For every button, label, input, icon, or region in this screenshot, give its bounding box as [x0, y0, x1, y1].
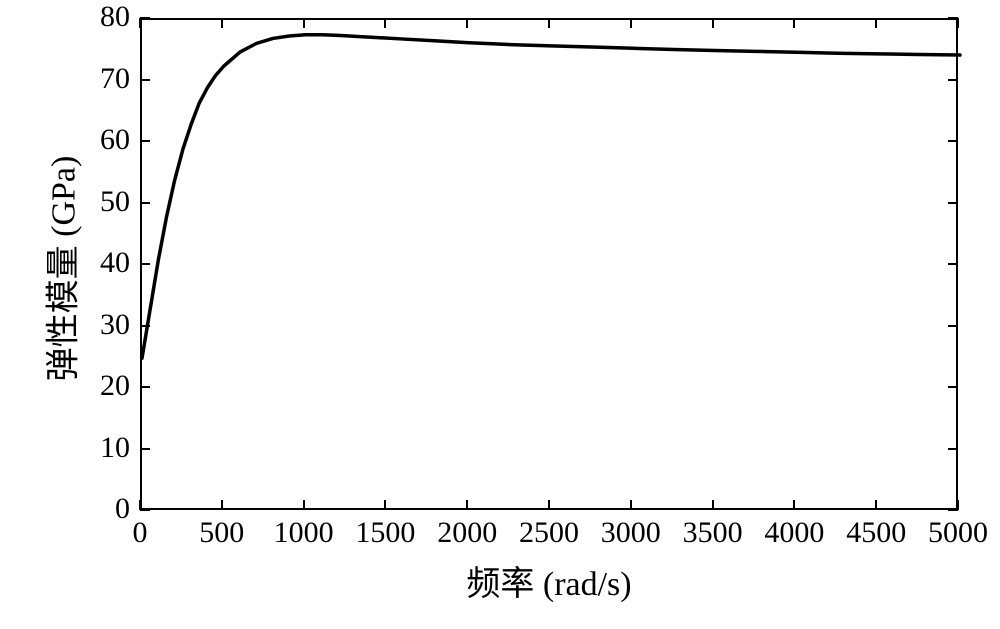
y-tick-label: 10	[72, 431, 130, 465]
y-tick	[140, 448, 150, 450]
x-tick-label: 2500	[504, 516, 594, 550]
y-tick	[140, 325, 150, 327]
y-tick-right	[948, 386, 958, 388]
x-tick	[793, 500, 795, 510]
x-tick-label: 5000	[913, 516, 1000, 550]
y-tick	[140, 386, 150, 388]
x-tick-top	[712, 18, 714, 28]
y-tick-label: 50	[72, 185, 130, 219]
x-tick	[548, 500, 550, 510]
y-tick-right	[948, 17, 958, 19]
y-tick	[140, 509, 150, 511]
x-tick-label: 3000	[586, 516, 676, 550]
plot-area	[140, 18, 958, 510]
x-tick-top	[139, 18, 141, 28]
y-tick-label: 70	[72, 62, 130, 96]
y-tick-label: 20	[72, 369, 130, 403]
x-tick	[384, 500, 386, 510]
x-tick-top	[548, 18, 550, 28]
x-axis-label: 频率 (rad/s)	[429, 556, 669, 605]
y-tick	[140, 202, 150, 204]
y-tick-right	[948, 202, 958, 204]
y-tick-right	[948, 263, 958, 265]
x-tick	[712, 500, 714, 510]
chart-container: 弹性模量 (GPa) 频率 (rad/s) 050010001500200025…	[0, 0, 1000, 629]
y-tick-label: 40	[72, 246, 130, 280]
x-tick-top	[466, 18, 468, 28]
x-tick-top	[793, 18, 795, 28]
x-tick-top	[957, 18, 959, 28]
x-tick-label: 3500	[668, 516, 758, 550]
x-tick-label: 500	[177, 516, 267, 550]
x-tick-label: 1500	[340, 516, 430, 550]
x-tick-label: 4500	[831, 516, 921, 550]
y-tick-right	[948, 79, 958, 81]
x-tick	[466, 500, 468, 510]
x-tick-label: 4000	[749, 516, 839, 550]
y-tick-label: 60	[72, 123, 130, 157]
y-tick-right	[948, 509, 958, 511]
x-tick-top	[384, 18, 386, 28]
x-tick-top	[303, 18, 305, 28]
y-tick-label: 80	[72, 0, 130, 34]
x-tick	[303, 500, 305, 510]
y-tick-label: 0	[72, 492, 130, 526]
x-tick-label: 1000	[259, 516, 349, 550]
y-tick	[140, 79, 150, 81]
line-series	[142, 20, 960, 512]
x-tick	[875, 500, 877, 510]
x-tick	[630, 500, 632, 510]
x-tick	[221, 500, 223, 510]
y-tick-right	[948, 448, 958, 450]
x-tick-label: 2000	[422, 516, 512, 550]
y-tick	[140, 17, 150, 19]
y-tick	[140, 140, 150, 142]
y-tick-right	[948, 325, 958, 327]
y-tick-label: 30	[72, 308, 130, 342]
x-tick-top	[630, 18, 632, 28]
y-tick-right	[948, 140, 958, 142]
x-tick-top	[875, 18, 877, 28]
y-tick	[140, 263, 150, 265]
x-tick-top	[221, 18, 223, 28]
